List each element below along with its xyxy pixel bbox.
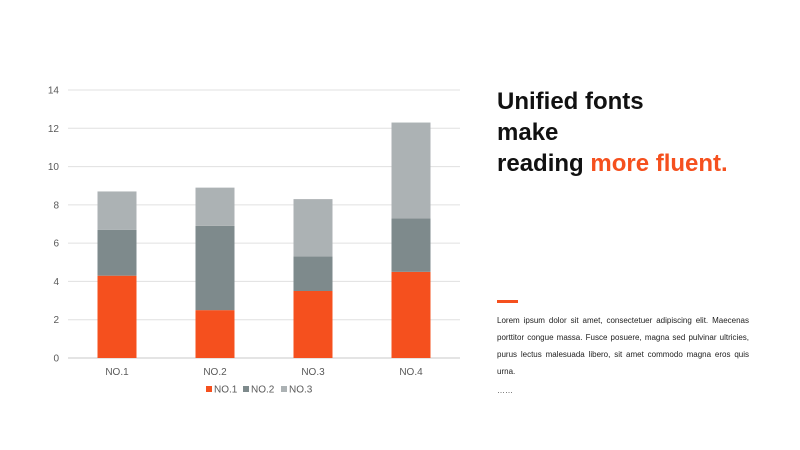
y-tick-label: 8 [53,200,59,211]
bar-segment [391,218,431,272]
legend-swatch [281,386,287,392]
y-tick-label: 14 [48,86,60,97]
x-axis-tick-labels: NO.1 NO.2 NO.3 NO.4 [105,367,423,378]
headline-line-3-plain: reading [497,150,591,177]
bar-segment [293,199,333,257]
chart-bars [97,122,431,358]
y-tick-label: 6 [53,239,59,250]
headline-line-1: Unified fonts [497,88,644,115]
bar-segment [293,291,333,358]
bar-segment [293,256,333,291]
x-tick-label: NO.4 [399,367,423,378]
y-tick-label: 2 [53,315,59,326]
y-tick-label: 4 [53,277,59,288]
headline-accent-text: more fluent. [590,150,728,177]
legend-label: NO.2 [251,385,275,396]
accent-divider [497,300,518,303]
bar-segment [195,310,235,358]
headline-line-2: make [497,119,559,146]
bar-segment [195,225,235,311]
y-tick-label: 10 [48,162,60,173]
legend-label: NO.1 [214,385,238,396]
x-tick-label: NO.1 [105,367,129,378]
legend-label: NO.3 [289,385,313,396]
bar-segment [391,271,431,358]
chart-legend: NO.1 NO.2 NO.3 [206,385,313,396]
legend-swatch [243,386,249,392]
x-tick-label: NO.3 [301,367,325,378]
bar-segment [97,229,137,276]
y-tick-label: 0 [53,354,59,365]
x-tick-label: NO.2 [203,367,227,378]
continuation-ellipsis: …… [497,386,513,395]
bar-segment [97,191,137,230]
bar-segment [391,122,431,219]
legend-swatch [206,386,212,392]
headline: Unified fonts make reading more fluent. [497,86,728,179]
y-axis-tick-labels: 0 2 4 6 8 10 12 14 [48,86,60,365]
bar-segment [97,275,137,358]
body-paragraph: Lorem ipsum dolor sit amet, consectetuer… [497,316,749,376]
bar-segment [195,187,235,226]
y-tick-label: 12 [48,124,60,135]
